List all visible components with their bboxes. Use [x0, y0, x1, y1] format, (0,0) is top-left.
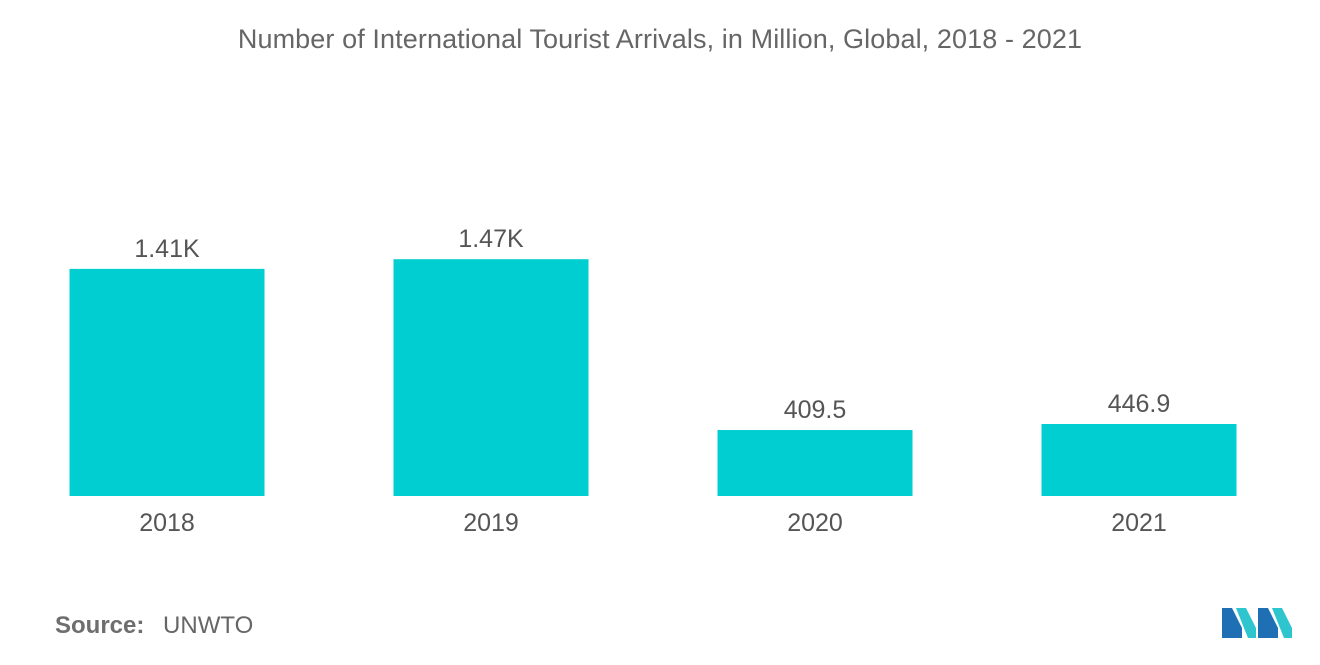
bar-2018: [69, 268, 265, 496]
x-tick-label-2021: 2021: [1111, 509, 1167, 537]
data-label-2018: 1.41K: [134, 235, 200, 263]
bar-2019: [393, 259, 589, 496]
chart-title: Number of International Tourist Arrivals…: [237, 24, 1083, 54]
bar-2021: [1041, 424, 1237, 496]
source-value: UNWTO: [163, 612, 254, 639]
bar-2020: [717, 430, 913, 496]
x-tick-label-2020: 2020: [787, 509, 843, 537]
source-line: Source: UNWTO: [55, 612, 253, 640]
x-tick-label-2019: 2019: [463, 509, 519, 537]
mordor-intelligence-logo-icon: [1222, 608, 1292, 638]
data-label-2021: 446.9: [1108, 390, 1171, 418]
source-label: Source:: [55, 612, 145, 639]
data-label-2019: 1.47K: [458, 225, 524, 253]
x-tick-label-2018: 2018: [139, 509, 195, 537]
data-label-2020: 409.5: [784, 396, 847, 424]
